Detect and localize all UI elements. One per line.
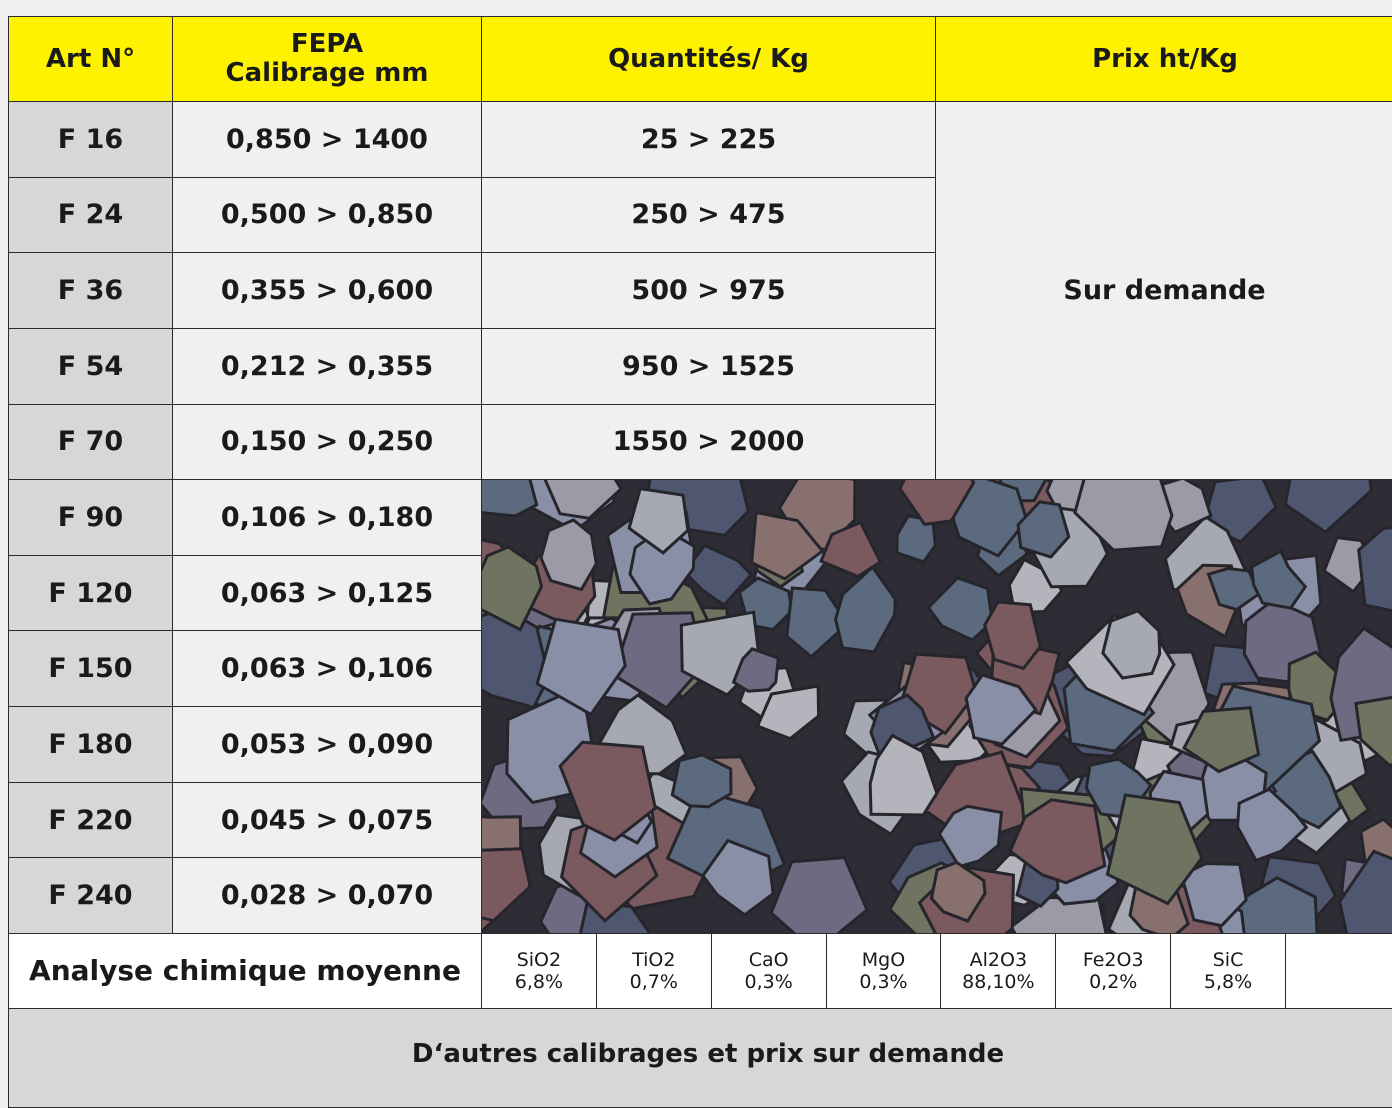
art-cell-text: F 240	[48, 880, 132, 911]
quantite-cell: 500 > 975	[481, 252, 936, 329]
header-cell-text: Calibrage mm	[226, 59, 429, 88]
art-cell: F 150	[8, 630, 173, 707]
calibrage-cell: 0,063 > 0,106	[172, 630, 482, 707]
calibrage-cell-text: 0,850 > 1400	[226, 124, 428, 155]
header-cell: Prix ht/Kg	[935, 16, 1392, 102]
art-cell: F 220	[8, 782, 173, 859]
analysis-item-text: 0,3%	[744, 971, 792, 993]
analysis-item-text: Al2O3	[970, 949, 1027, 971]
analysis-label: Analyse chimique moyenne	[8, 933, 482, 1009]
price-cell: Sur demande	[935, 101, 1392, 480]
photo-frame	[481, 479, 1392, 934]
quantite-cell-text: 25 > 225	[641, 124, 776, 155]
art-cell-text: F 180	[48, 729, 132, 760]
analysis-item-text: MgO	[862, 949, 905, 971]
page: (() => { const data = JSON.parse(documen…	[0, 0, 1392, 1093]
art-cell: F 90	[8, 479, 173, 556]
quantite-cell-text: 250 > 475	[631, 199, 785, 230]
art-cell-text: F 220	[48, 805, 132, 836]
analysis-item-text: 6,8%	[515, 971, 563, 993]
analysis-item-text: 5,8%	[1204, 971, 1252, 993]
analysis-item-text: SiC	[1213, 949, 1244, 971]
quantite-cell: 250 > 475	[481, 177, 936, 254]
calibrage-cell-text: 0,063 > 0,125	[221, 578, 433, 609]
art-cell-text: F 16	[58, 124, 123, 155]
header-cell: Art N°	[8, 16, 173, 102]
header-cell-text: Art N°	[46, 45, 135, 74]
art-cell: F 180	[8, 706, 173, 783]
calibrage-cell: 0,053 > 0,090	[172, 706, 482, 783]
art-cell: F 120	[8, 555, 173, 632]
header-cell-text: FEPA	[291, 30, 363, 59]
calibrage-cell: 0,355 > 0,600	[172, 252, 482, 329]
calibrage-cell-text: 0,045 > 0,075	[221, 805, 433, 836]
quantite-cell-text: 500 > 975	[631, 275, 785, 306]
quantite-cell: 25 > 225	[481, 101, 936, 178]
analysis-item: TiO20,7%	[596, 933, 712, 1009]
calibrage-cell-text: 0,355 > 0,600	[221, 275, 433, 306]
calibrage-cell-text: 0,053 > 0,090	[221, 729, 433, 760]
art-cell: F 240	[8, 857, 173, 934]
art-cell-text: F 36	[58, 275, 123, 306]
calibrage-cell: 0,212 > 0,355	[172, 328, 482, 405]
calibrage-cell-text: 0,028 > 0,070	[221, 880, 433, 911]
art-cell: F 54	[8, 328, 173, 405]
footer-cell: D‘autres calibrages et prix sur demande	[8, 1008, 1392, 1108]
analysis-item-text: 88,10%	[962, 971, 1034, 993]
header-cell-text: Quantités/ Kg	[608, 45, 809, 74]
price-cell-text: Sur demande	[1063, 275, 1265, 306]
header-cell: Quantités/ Kg	[481, 16, 936, 102]
calibrage-cell: 0,028 > 0,070	[172, 857, 482, 934]
art-cell-text: F 150	[48, 653, 132, 684]
quantite-cell-text: 1550 > 2000	[613, 426, 805, 457]
analysis-label-text: Analyse chimique moyenne	[29, 960, 461, 982]
art-cell-text: F 120	[48, 578, 132, 609]
analysis-item-text: 0,2%	[1089, 971, 1137, 993]
calibrage-cell: 0,850 > 1400	[172, 101, 482, 178]
footer-cell-text: D‘autres calibrages et prix sur demande	[412, 1039, 1004, 1069]
art-cell: F 16	[8, 101, 173, 178]
calibrage-cell-text: 0,212 > 0,355	[221, 351, 433, 382]
art-cell-text: F 70	[58, 426, 123, 457]
art-cell-text: F 90	[58, 502, 123, 533]
quantite-cell: 950 > 1525	[481, 328, 936, 405]
calibrage-cell: 0,063 > 0,125	[172, 555, 482, 632]
analysis-item-text: Fe2O3	[1083, 949, 1144, 971]
calibrage-cell-text: 0,063 > 0,106	[221, 653, 433, 684]
analysis-item-text: TiO2	[632, 949, 675, 971]
analysis-item-text: SiO2	[517, 949, 561, 971]
calibrage-cell: 0,500 > 0,850	[172, 177, 482, 254]
art-cell-text: F 54	[58, 351, 123, 382]
calibrage-cell-text: 0,150 > 0,250	[221, 426, 433, 457]
quantite-cell-text: 950 > 1525	[622, 351, 795, 382]
art-cell-text: F 24	[58, 199, 123, 230]
quantite-cell: 1550 > 2000	[481, 404, 936, 481]
analysis-empty	[1285, 933, 1392, 1009]
calibrage-cell-text: 0,500 > 0,850	[221, 199, 433, 230]
art-cell: F 70	[8, 404, 173, 481]
art-cell: F 24	[8, 177, 173, 254]
calibrage-cell-text: 0,106 > 0,180	[221, 502, 433, 533]
art-cell: F 36	[8, 252, 173, 329]
analysis-item-text: CaO	[749, 949, 789, 971]
calibrage-cell: 0,045 > 0,075	[172, 782, 482, 859]
analysis-item-text: 0,7%	[630, 971, 678, 993]
calibrage-cell: 0,150 > 0,250	[172, 404, 482, 481]
analysis-item-text: 0,3%	[859, 971, 907, 993]
calibrage-cell: 0,106 > 0,180	[172, 479, 482, 556]
header-cell-text: Prix ht/Kg	[1092, 45, 1238, 74]
